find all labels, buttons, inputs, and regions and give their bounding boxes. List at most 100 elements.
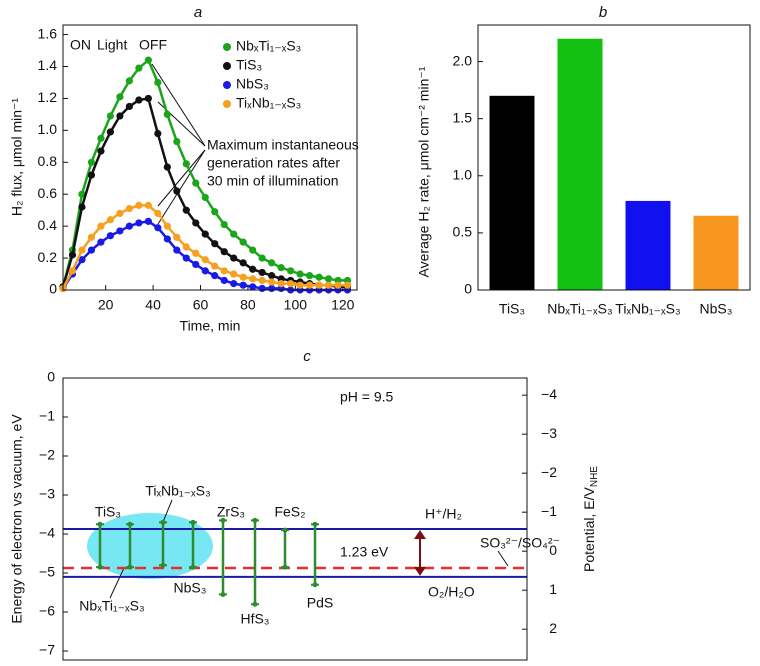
x-tick-label: 80 [240,297,256,313]
band-edge [220,591,226,597]
data-point [116,112,124,120]
data-point [78,246,86,254]
data-point [249,275,257,283]
band-label: TiₓNb₁₋ₓS₃ [145,483,210,499]
y2-tick-label: 2 [549,620,557,636]
data-point [249,265,257,273]
data-point [125,204,133,213]
data-point [220,248,228,256]
data-point [87,233,96,241]
y-tick-label: −1 [39,408,55,424]
data-point [268,284,276,293]
band-edge [312,521,318,527]
y-axis-label: Energy of electron vs vacuum, eV [9,414,25,624]
annotation: OFF [139,37,167,53]
data-point [230,280,238,288]
data-point [239,281,247,289]
x-tick-label: 40 [145,297,161,313]
data-point [258,254,266,262]
data-point [287,280,295,288]
data-point [268,278,276,286]
data-point [154,129,162,138]
x-tick-label: TiₓNb₁₋ₓS₃ [615,301,680,317]
y2-tick-label: 0 [549,542,557,558]
data-point [277,280,285,288]
data-point [192,219,200,227]
data-point [287,267,295,275]
y-tick-label: 0.4 [38,217,58,233]
data-point [258,284,266,293]
level-label: SO₃²⁻/SO₄²⁻ [480,535,560,551]
data-point [106,112,115,120]
y2-axis-label: Potential, E/VNHE [581,466,600,572]
x-tick-label: 60 [193,297,209,313]
data-point [87,171,96,179]
data-point [106,128,115,136]
data-point [230,254,238,262]
legend-label: NbS₃ [236,76,269,92]
data-point [277,264,285,272]
data-point [192,260,200,269]
data-point [163,110,171,118]
data-point [220,267,228,275]
legend-label: NbₓTi₁₋ₓS₃ [236,38,301,54]
band-edge [190,519,196,525]
data-point [201,193,209,202]
bar [693,215,739,290]
data-point [182,206,190,214]
y-tick-label: −4 [39,525,55,541]
pointer [157,149,206,225]
plot-frame [62,377,528,661]
data-point [154,209,162,217]
data-point [163,163,171,171]
band-label: FeS₂ [274,504,305,520]
pointer [157,149,206,207]
data-point [116,209,124,217]
x-tick-label: TiS₃ [499,301,525,317]
annotation: generation rates after [207,155,340,171]
data-point [211,208,219,216]
data-point [192,249,200,257]
annotation: 30 min of illumination [207,173,339,189]
data-point [135,64,143,72]
y-tick-label: 1.6 [38,25,58,41]
data-point [135,201,143,209]
data-point [249,246,257,254]
y2-tick-label: −4 [541,386,557,402]
y2-label-main: Potential, E/V [581,486,597,571]
y-tick-label: 1.5 [453,109,473,125]
y-tick-label: −6 [39,603,55,619]
legend-marker [223,62,231,70]
bar [557,38,603,291]
band-edge [312,582,318,588]
pointer [151,63,206,147]
data-point [144,94,152,103]
data-point [135,219,143,227]
data-point [68,267,77,275]
data-point [220,220,228,229]
data-point [97,134,105,142]
y-tick-label: 0 [464,281,472,297]
pointer [497,550,509,567]
annotation: ON [70,37,91,53]
legend-marker [223,81,231,89]
data-point [211,262,219,270]
data-point [87,246,96,254]
level-label: O₂/H₂O [428,584,475,600]
data-point [97,147,105,155]
y-tick-label: 0.2 [38,249,58,265]
data-point [154,224,162,232]
legend-label: TiS₃ [236,57,262,73]
y-tick-label: 1.2 [38,89,58,105]
data-point [135,96,143,104]
y-tick-label: −5 [39,564,55,580]
data-point [173,246,181,254]
data-point [163,222,171,230]
y-tick-label: 1.4 [38,57,58,73]
x-tick-label: 120 [331,297,355,313]
data-point [144,56,152,64]
band-edge [282,527,288,533]
data-point [144,217,152,225]
level-label: H⁺/H₂ [425,506,462,522]
